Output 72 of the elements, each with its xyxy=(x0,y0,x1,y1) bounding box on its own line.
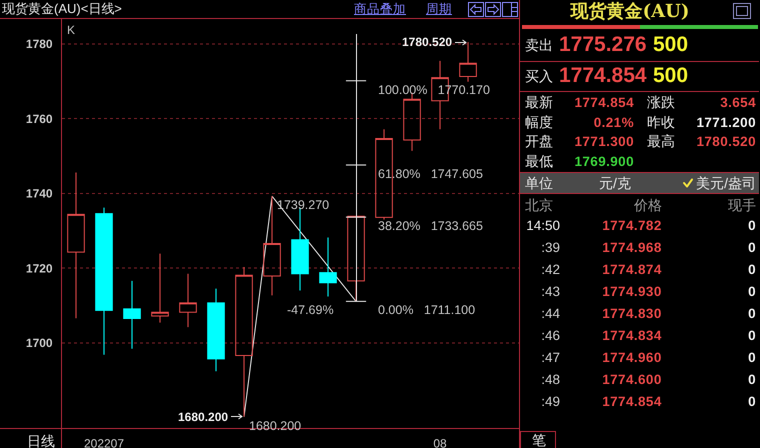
text: 卖出 xyxy=(525,36,553,55)
text: 周期 xyxy=(426,2,452,16)
x-tick-label: 08 xyxy=(433,436,448,448)
ref-line-label: 0.00% 1711.100 xyxy=(378,303,476,317)
y-tick-label: 1760 xyxy=(26,112,53,126)
x-axis-title: 日线 xyxy=(27,433,55,448)
text: 1774.854 xyxy=(559,62,647,88)
text: 1774.930 xyxy=(602,282,662,301)
text: :49 xyxy=(541,392,560,411)
annotation: -47.69% xyxy=(287,303,334,317)
text: :44 xyxy=(541,304,560,323)
text: 0 xyxy=(748,282,756,301)
text: :46 xyxy=(541,326,560,345)
text: 1771.300 xyxy=(574,133,634,152)
y-tick-label: 1720 xyxy=(26,261,53,276)
text: 1774.874 xyxy=(602,260,662,279)
text: 商品叠加 xyxy=(354,2,406,16)
text: 1774.600 xyxy=(602,370,662,389)
text: 最低 xyxy=(525,152,553,171)
text: 现货黄金(AU) xyxy=(569,0,690,24)
annotation: K xyxy=(67,23,76,37)
chart-title: 现货黄金(AU)<日线> xyxy=(2,1,122,16)
text: 买入 xyxy=(525,66,553,86)
text: 1774.830 xyxy=(602,304,662,323)
text: 1774.782 xyxy=(602,216,662,235)
text: 1774.854 xyxy=(574,94,634,112)
ref-line-label: 38.20% 1733.665 xyxy=(378,219,483,233)
text: 最新 xyxy=(525,93,553,112)
text: :42 xyxy=(541,260,560,279)
text: 1774.968 xyxy=(602,238,662,257)
text: 涨跌 xyxy=(647,93,675,112)
text: 0 xyxy=(748,348,756,367)
text: 1775.276 xyxy=(559,32,647,58)
text: 1780.520 xyxy=(696,133,756,152)
text: 单位 xyxy=(525,174,553,193)
x-tick-label: 202207 xyxy=(84,436,124,448)
text: :48 xyxy=(541,370,560,389)
annotation: 1780.520 xyxy=(402,35,452,49)
text: 0 xyxy=(748,216,756,235)
text: 0 xyxy=(748,238,756,257)
text: 0.21% xyxy=(594,114,634,132)
text: 1771.200 xyxy=(696,114,756,132)
text: 1769.900 xyxy=(574,152,634,171)
text: 现手 xyxy=(728,196,756,215)
text: 0 xyxy=(748,370,756,389)
text: :43 xyxy=(541,282,560,301)
text: 1774.854 xyxy=(602,392,662,411)
text: :39 xyxy=(541,238,560,257)
annotation: 1680.200 xyxy=(178,410,228,424)
y-tick-label: 1700 xyxy=(26,336,53,350)
text: 开盘 xyxy=(525,132,553,152)
y-tick-label: 1780 xyxy=(26,37,53,52)
text: 美元/盎司 xyxy=(696,174,756,193)
text: 价格 xyxy=(634,196,662,215)
text: 0 xyxy=(748,260,756,279)
text: 笔 xyxy=(532,432,546,448)
y-tick-label: 1740 xyxy=(26,186,53,201)
text: 0 xyxy=(748,392,756,411)
text: :47 xyxy=(541,348,560,367)
text: 3.654 xyxy=(720,94,756,112)
text: 0 xyxy=(748,304,756,323)
text: 最高 xyxy=(647,132,675,152)
text: 北京 xyxy=(525,196,553,215)
text: 元/克 xyxy=(599,174,631,193)
text: 1774.960 xyxy=(602,348,662,367)
text: 昨收 xyxy=(647,112,675,132)
text: 幅度 xyxy=(525,112,553,132)
text: 500 xyxy=(653,32,688,58)
text: 1774.834 xyxy=(602,326,662,345)
text: 14:50 xyxy=(526,216,560,235)
text: 500 xyxy=(653,62,688,88)
text: 0 xyxy=(748,326,756,345)
